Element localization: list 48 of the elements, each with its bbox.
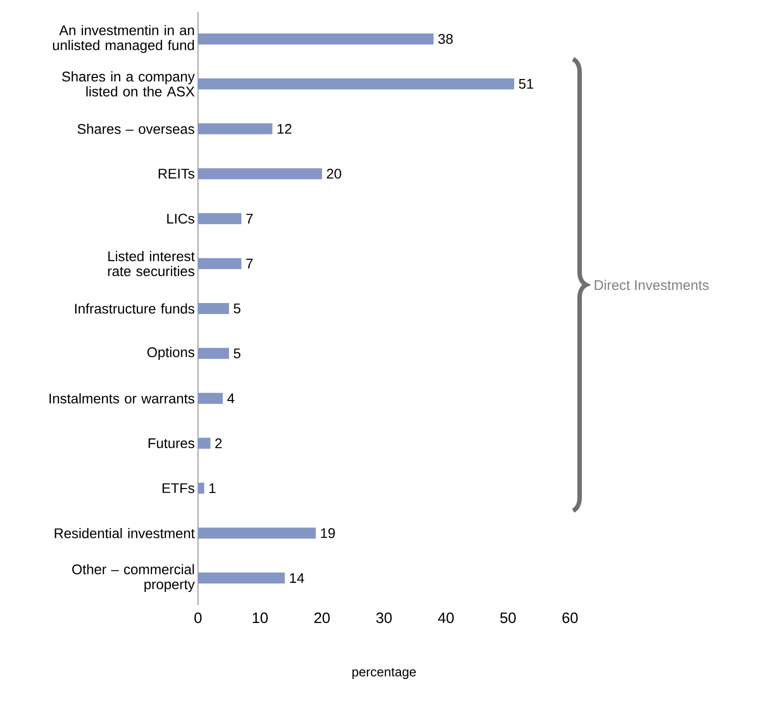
- x-tick-label: 50: [500, 612, 516, 624]
- data-label: 19: [321, 528, 335, 538]
- bar: [198, 33, 434, 44]
- data-label: 14: [290, 573, 304, 583]
- data-label: 5: [234, 304, 240, 314]
- bar: [198, 258, 242, 270]
- y-tick-label: LICs: [167, 214, 194, 224]
- bar: [198, 168, 322, 180]
- bar: [198, 572, 285, 584]
- bar: [198, 78, 514, 90]
- y-tick-label: Shares – overseas: [78, 124, 194, 134]
- y-tick-label: ETFs: [162, 483, 194, 494]
- bar: [198, 482, 204, 494]
- data-label: 1: [209, 483, 216, 493]
- bar: [198, 303, 229, 314]
- bar: [198, 123, 272, 134]
- x-tick-label: 0: [194, 612, 202, 624]
- x-axis-title: percentage: [352, 668, 416, 680]
- y-tick-label: Residential investment: [54, 528, 195, 538]
- y-tick-label: An investmentin in an unlisted managed fund: [53, 24, 194, 53]
- x-tick-label: 40: [438, 612, 454, 624]
- bar: [198, 438, 210, 449]
- y-tick-label: Futures: [148, 438, 194, 448]
- y-tick-label: Listed interest rate securities: [108, 250, 195, 276]
- data-label: 4: [227, 394, 234, 404]
- y-tick-label: Options: [147, 346, 194, 360]
- bar: [198, 348, 229, 359]
- text: Direct Investments: [594, 280, 709, 290]
- data-label: 51: [518, 79, 534, 89]
- data-label: 20: [326, 168, 342, 179]
- y-tick-label: Other – commercial property: [72, 564, 195, 592]
- data-label: 7: [246, 258, 253, 268]
- x-tick-label: 20: [314, 612, 330, 624]
- data-label: 5: [234, 348, 240, 358]
- data-label: 38: [438, 34, 453, 44]
- data-label: 2: [215, 438, 222, 448]
- x-tick-label: 60: [562, 612, 578, 624]
- bar: [198, 528, 316, 539]
- bar: [198, 213, 242, 224]
- y-tick-label: Instalments or warrants: [50, 393, 194, 404]
- x-tick-label: 10: [252, 612, 268, 624]
- y-tick-label: Shares in a company listed on the ASX: [62, 71, 195, 96]
- data-label: 12: [278, 124, 292, 134]
- bar: [198, 392, 223, 404]
- data-label: 7: [246, 214, 253, 224]
- x-tick-label: 30: [376, 612, 392, 624]
- y-tick-label: REITs: [158, 168, 194, 179]
- y-tick-label: Infrastructure funds: [75, 303, 194, 314]
